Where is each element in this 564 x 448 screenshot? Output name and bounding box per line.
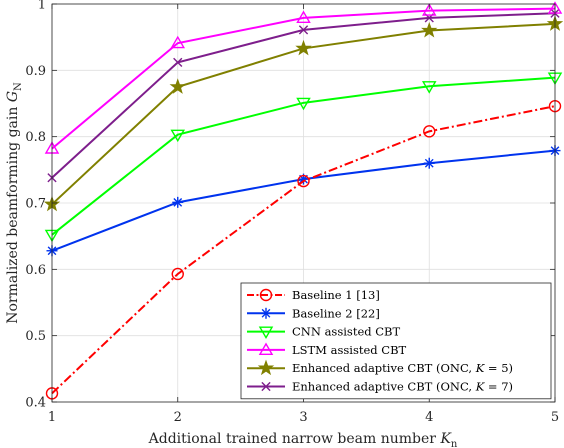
x-tick-label: 5 xyxy=(551,410,559,425)
data-point xyxy=(295,39,312,56)
legend-label: Enhanced adaptive CBT (ONC, K = 5) xyxy=(292,361,513,375)
legend-entry: LSTM assisted CBT xyxy=(247,342,407,357)
legend-entry: Baseline 2 [22] xyxy=(247,306,380,320)
data-point xyxy=(296,97,311,111)
y-axis-label: Normalized beamforming gain GN xyxy=(5,82,24,324)
y-tick-label: 0.9 xyxy=(25,64,46,79)
legend-label: Baseline 2 [22] xyxy=(292,306,380,320)
data-point xyxy=(173,57,183,67)
legend-label: LSTM assisted CBT xyxy=(292,343,407,357)
x-axis-label: Additional trained narrow beam number Kn xyxy=(148,431,458,448)
x-tick-label: 4 xyxy=(425,410,433,425)
legend-marker xyxy=(258,342,274,355)
data-point xyxy=(298,25,309,35)
data-point xyxy=(423,157,435,169)
legend-entry: Enhanced adaptive CBT (ONC, K = 7) xyxy=(247,380,513,394)
x-tick-label: 3 xyxy=(299,410,307,425)
data-point xyxy=(296,10,311,24)
y-tick-label: 0.6 xyxy=(25,263,46,278)
legend-label: Enhanced adaptive CBT (ONC, K = 7) xyxy=(292,380,513,394)
data-point xyxy=(172,196,184,208)
data-point xyxy=(170,35,186,49)
data-point xyxy=(421,21,438,38)
legend-entry: Baseline 1 [13] xyxy=(247,288,380,302)
y-tick-label: 0.4 xyxy=(25,396,46,411)
legend-label: CNN assisted CBT xyxy=(292,325,401,339)
legend-marker xyxy=(258,326,274,340)
x-tick-label: 1 xyxy=(48,410,56,425)
data-point xyxy=(170,129,186,143)
legend-entry: CNN assisted CBT xyxy=(247,325,401,340)
series-line xyxy=(51,7,556,150)
y-tick-label: 1 xyxy=(38,0,46,13)
legend-label: Baseline 1 [13] xyxy=(292,288,380,302)
ticks: 1 2 3 4 5 0.4 0.5 0.6 0.7 0.8 0.9 1 xyxy=(25,0,559,425)
data-point xyxy=(423,125,436,138)
legend-entry: Enhanced adaptive CBT (ONC, K = 5) xyxy=(247,359,513,376)
data-point xyxy=(421,81,437,94)
legend-marker xyxy=(257,359,275,376)
y-tick-label: 0.7 xyxy=(25,197,46,212)
data-point xyxy=(171,267,184,281)
data-point xyxy=(297,174,310,188)
x-tick-label: 2 xyxy=(174,410,182,425)
y-tick-label: 0.5 xyxy=(25,329,46,344)
legend-marker xyxy=(259,288,273,302)
legend-marker xyxy=(261,381,271,392)
series-line xyxy=(51,76,556,236)
legend: Baseline 1 [13] Baseline 2 [22] CNN assist… xyxy=(240,282,552,400)
legend-box xyxy=(240,282,552,400)
legend-marker xyxy=(260,307,272,319)
data-point xyxy=(421,3,437,16)
series-line xyxy=(51,105,556,395)
data-point xyxy=(169,78,186,94)
y-tick-label: 0.8 xyxy=(25,130,46,145)
